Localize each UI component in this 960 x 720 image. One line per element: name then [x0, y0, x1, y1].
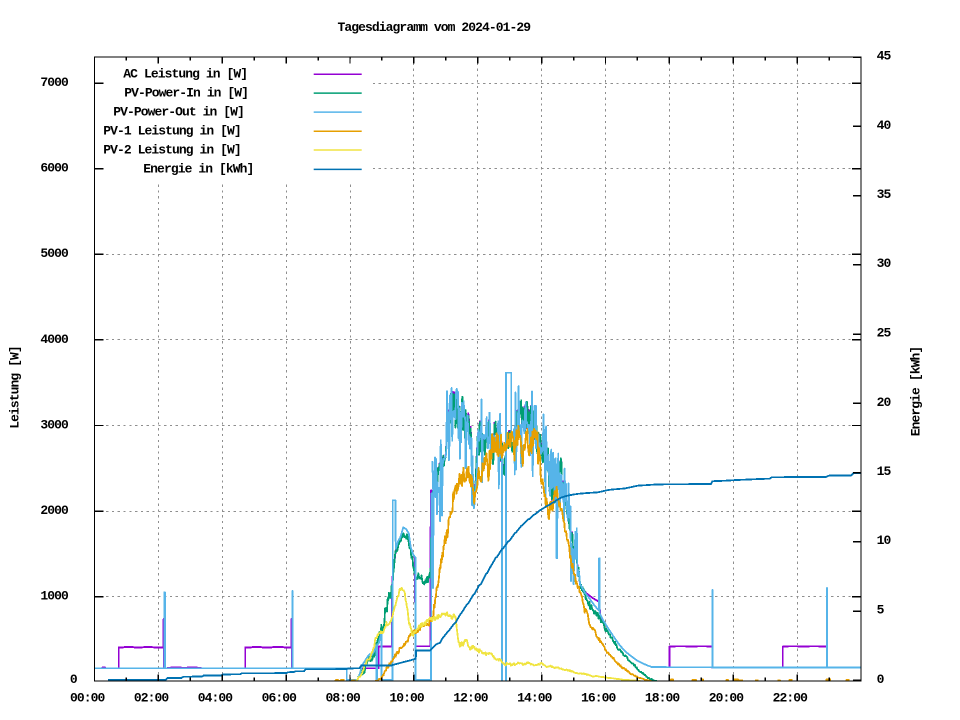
svg-text:2000: 2000 [40, 503, 69, 518]
svg-text:PV-2 Leistung in [W]: PV-2 Leistung in [W] [103, 143, 241, 158]
svg-text:5: 5 [877, 603, 885, 618]
svg-text:08:00: 08:00 [325, 691, 361, 706]
svg-text:5000: 5000 [40, 246, 69, 261]
svg-text:35: 35 [877, 187, 892, 202]
svg-text:25: 25 [877, 326, 892, 341]
svg-text:Energie in [kWh]: Energie in [kWh] [143, 162, 253, 177]
svg-text:22:00: 22:00 [773, 691, 809, 706]
svg-text:30: 30 [877, 256, 892, 271]
svg-text:PV-Power-In in [W]: PV-Power-In in [W] [124, 85, 248, 100]
svg-text:AC Leistung in [W]: AC Leistung in [W] [123, 66, 247, 81]
svg-text:40: 40 [877, 118, 892, 133]
svg-text:Leistung [W]: Leistung [W] [7, 346, 22, 429]
svg-text:1000: 1000 [40, 589, 69, 604]
svg-text:0: 0 [70, 672, 78, 687]
svg-text:0: 0 [877, 672, 885, 687]
svg-text:18:00: 18:00 [645, 691, 681, 706]
svg-text:04:00: 04:00 [198, 691, 234, 706]
svg-text:02:00: 02:00 [134, 691, 170, 706]
svg-text:Energie [kWh]: Energie [kWh] [909, 347, 924, 436]
svg-text:10: 10 [877, 533, 892, 548]
svg-text:3000: 3000 [40, 417, 69, 432]
svg-text:7000: 7000 [40, 75, 69, 90]
svg-text:PV-Power-Out in [W]: PV-Power-Out in [W] [113, 104, 244, 119]
svg-text:12:00: 12:00 [453, 691, 489, 706]
svg-text:10:00: 10:00 [389, 691, 425, 706]
svg-text:16:00: 16:00 [581, 691, 617, 706]
svg-text:20: 20 [877, 395, 892, 410]
svg-text:PV-1 Leistung in [W]: PV-1 Leistung in [W] [103, 124, 241, 139]
svg-text:06:00: 06:00 [262, 691, 298, 706]
svg-text:00:00: 00:00 [70, 691, 106, 706]
svg-text:20:00: 20:00 [709, 691, 745, 706]
svg-text:4000: 4000 [40, 332, 69, 347]
svg-text:Tagesdiagramm vom 2024-01-29: Tagesdiagramm vom 2024-01-29 [338, 20, 532, 35]
svg-text:15: 15 [877, 464, 892, 479]
svg-text:14:00: 14:00 [517, 691, 553, 706]
svg-text:6000: 6000 [40, 161, 69, 176]
svg-text:45: 45 [877, 49, 892, 64]
